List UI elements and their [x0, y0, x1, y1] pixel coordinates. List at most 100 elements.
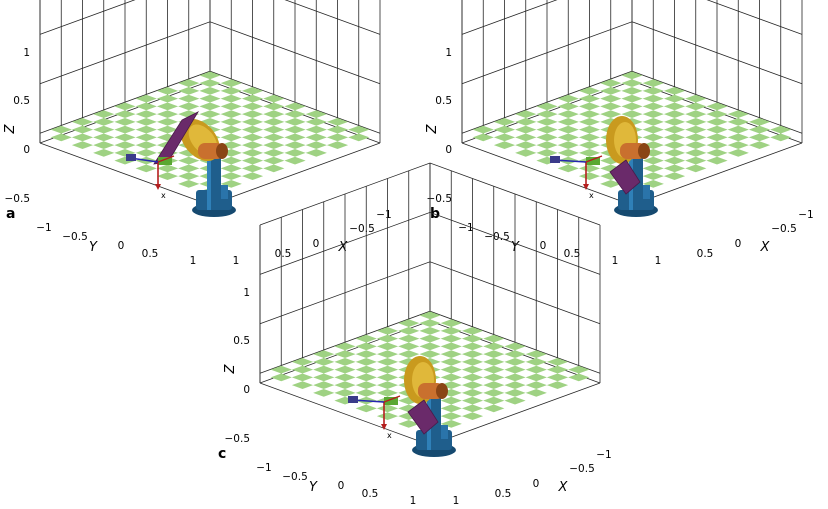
axis-line [39, 142, 211, 206]
floor-tile [135, 164, 157, 173]
floor-tile [706, 149, 728, 157]
floor-tile [515, 141, 537, 150]
floor-tile [568, 365, 590, 374]
floor-tile [334, 389, 356, 397]
floor-tile [621, 79, 643, 88]
floor-tile [93, 133, 115, 142]
x-tick-labels: −1 −0.5 0 0.5 1 [655, 209, 814, 267]
axis-line [209, 142, 381, 206]
floor-tile [199, 71, 221, 80]
floor-tile [135, 149, 157, 157]
floor-tile [557, 110, 579, 119]
floor-tile [621, 94, 643, 103]
floor-tile [461, 334, 484, 343]
floor-tile [663, 118, 686, 126]
gripper [126, 154, 136, 161]
floor-tile [493, 118, 516, 126]
floor-tile [461, 350, 484, 359]
floor-tile [706, 110, 728, 119]
floor-tile [220, 172, 242, 181]
floor-tile [440, 381, 462, 390]
floor-tile [557, 125, 579, 134]
y-tick: −1 [36, 222, 51, 234]
floor-tile [525, 381, 547, 390]
floor-tile [685, 125, 707, 134]
floor-tile [326, 118, 349, 126]
floor-tile [663, 149, 686, 157]
robot-arm: x [550, 116, 658, 217]
axes-box [461, 0, 803, 206]
floor-tile [220, 156, 242, 165]
floor-tile [642, 79, 664, 88]
floor-tile [135, 102, 157, 111]
y-tick: 1 [612, 255, 619, 267]
floor-tile [93, 125, 115, 134]
floor-tile [156, 125, 179, 134]
y-tick: 1 [410, 495, 417, 507]
z-tick-labels: 1 0.5 0 −0.5 [5, 47, 31, 205]
floor-tile [334, 358, 356, 366]
floor-tile [515, 118, 537, 126]
floor-tile [727, 133, 749, 142]
z-tick: −0.5 [5, 193, 31, 205]
floor-tile [706, 156, 728, 165]
floor-tile [770, 125, 792, 134]
floor-tile [135, 141, 157, 150]
floor-tile [199, 87, 221, 95]
y-tick: 0 [540, 240, 547, 252]
floor-tile [483, 350, 505, 359]
floor-tile [663, 164, 686, 173]
floor-tile [178, 156, 200, 165]
floor-tile [135, 125, 157, 134]
floor-tile [135, 94, 157, 103]
panel-b: 1 0.5 0 −0.5 Z −1 −0.5 0 0.5 1 Y −1 −0.5… [425, 0, 814, 267]
floor-tile [263, 164, 285, 173]
floor-tile [334, 350, 356, 359]
floor-tile [313, 358, 335, 366]
floor-tile [461, 412, 484, 421]
floor-tile [600, 110, 622, 119]
floor-tile [685, 118, 707, 126]
floor-tile [241, 87, 264, 95]
floor-tile [504, 342, 526, 351]
floor-tile [398, 327, 420, 335]
z-tick: 0.5 [233, 335, 250, 347]
floor-tile [515, 125, 537, 134]
y-axis-label: Y [89, 240, 98, 255]
floor-tile [440, 373, 462, 382]
floor-tile [93, 118, 115, 126]
floor-tile [748, 125, 771, 134]
y-tick: −1 [256, 462, 271, 474]
floor-tile [642, 172, 664, 181]
floor-tile [419, 350, 441, 359]
floor-tile [199, 102, 221, 111]
floor-tile [355, 389, 377, 397]
floor-tile [376, 373, 399, 382]
floor-tile [178, 164, 200, 173]
floor-tile [398, 319, 420, 328]
floor-tile [578, 118, 601, 126]
floor-tile [284, 133, 306, 142]
grid-line [259, 261, 601, 325]
grid-line [259, 211, 601, 275]
floor-tile [156, 94, 179, 103]
x-tick-labels: −1 −0.5 0 0.5 1 [233, 209, 392, 267]
axes-box [259, 162, 601, 446]
y-tick: 0.5 [564, 248, 581, 260]
floor-tile [419, 327, 441, 335]
x-tick: 0 [533, 478, 540, 490]
floor-tile [493, 133, 516, 142]
floor-tile [727, 118, 749, 126]
floor-tile [263, 110, 285, 119]
floor-tile [440, 404, 462, 413]
floor-tile [483, 389, 505, 397]
floor-tile [621, 102, 643, 111]
floor-tile [461, 358, 484, 366]
floor-tile [114, 141, 136, 150]
z-axis-label: Z [223, 363, 238, 374]
floor-tile [376, 358, 399, 366]
floor-tile [93, 141, 115, 150]
floor-tile [525, 350, 547, 359]
floor-tile [156, 172, 179, 181]
floor-tile [568, 373, 590, 382]
